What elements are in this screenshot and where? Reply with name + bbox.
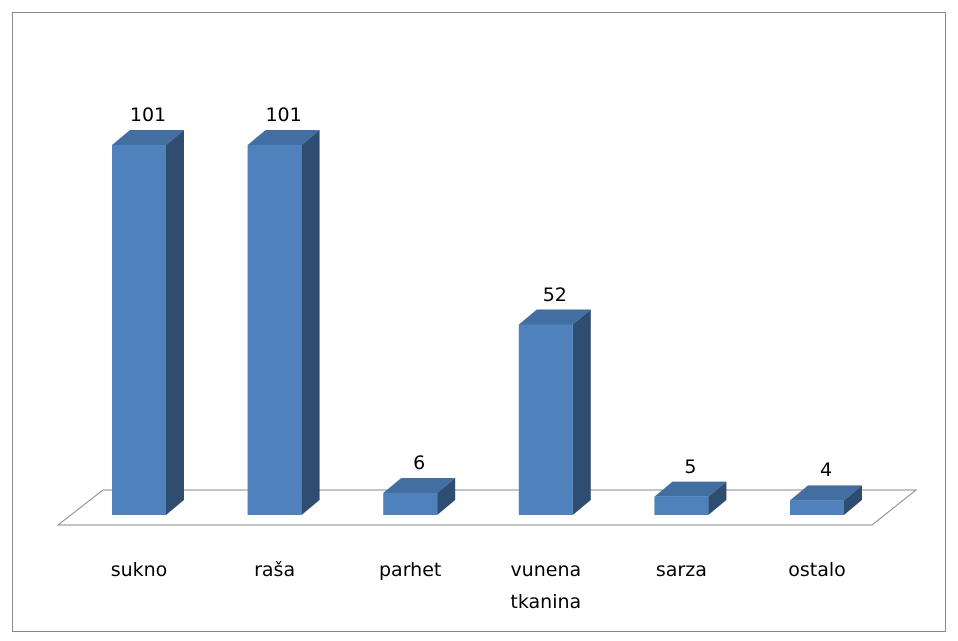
value-label: 101	[129, 104, 167, 126]
value-label: 101	[265, 104, 302, 126]
bar-side	[844, 485, 862, 515]
value-label: 4	[819, 459, 833, 482]
bar-side	[166, 130, 184, 515]
x-tick-label: parhet	[379, 559, 442, 581]
bar-top	[518, 309, 591, 325]
bar	[247, 130, 320, 515]
bar-front	[518, 324, 573, 515]
bar	[518, 309, 591, 515]
value-label: 6	[413, 452, 426, 475]
bar-front	[790, 500, 844, 515]
bar	[112, 130, 184, 515]
x-tick-label: sukno	[110, 559, 168, 581]
bar-side	[708, 481, 727, 515]
bar	[383, 478, 456, 515]
bar-front	[112, 145, 166, 515]
value-label: 52	[542, 283, 567, 306]
x-tick-label: vunena tkanina	[510, 559, 582, 613]
bar-front	[247, 145, 302, 515]
bar-top	[654, 481, 727, 497]
bar-side	[437, 478, 456, 515]
bar	[654, 481, 727, 515]
bar-top	[112, 130, 184, 145]
bar-side	[301, 130, 320, 515]
bar-top	[790, 485, 862, 501]
floor	[56, 489, 918, 526]
bar-top	[247, 130, 320, 145]
bar-front	[383, 493, 438, 515]
x-tick-label: sarza	[655, 559, 707, 581]
bar-top	[383, 478, 456, 494]
value-label: 5	[684, 455, 697, 478]
x-tick-label: raša	[254, 559, 296, 581]
bar-front	[654, 496, 709, 515]
bar	[790, 485, 862, 515]
x-tick-label: ostalo	[788, 559, 846, 581]
bar-side	[572, 309, 591, 515]
